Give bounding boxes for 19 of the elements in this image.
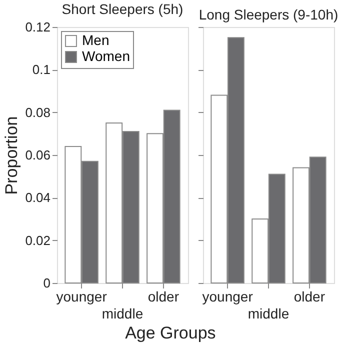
- y-tick-label: 0.1: [32, 62, 50, 78]
- y-tick-label: 0.02: [25, 232, 50, 248]
- legend-label: Men: [82, 32, 110, 48]
- x-tick-label: younger: [202, 288, 254, 304]
- x-tick-label: middle: [248, 306, 290, 322]
- x-tick-label: older: [148, 288, 180, 304]
- y-tick-label: 0.04: [25, 190, 50, 206]
- x-tick-label: middle: [102, 306, 144, 322]
- x-tick-label: younger: [56, 288, 108, 304]
- y-tick-label: 0.08: [25, 104, 50, 120]
- x-tick-label: older: [294, 288, 326, 304]
- y-tick-label: 0.06: [25, 148, 50, 162]
- legend-label: Women: [82, 48, 130, 64]
- y-tick-label: 0.12: [25, 20, 50, 34]
- y-tick-label: 0: [43, 276, 50, 290]
- x-axis-title: Age Groups: [125, 324, 216, 342]
- chart-title: Long Sleepers (9-10h): [198, 6, 338, 22]
- y-axis-title: Proportion: [2, 116, 22, 195]
- chart-title: Short Sleepers (5h): [62, 1, 184, 17]
